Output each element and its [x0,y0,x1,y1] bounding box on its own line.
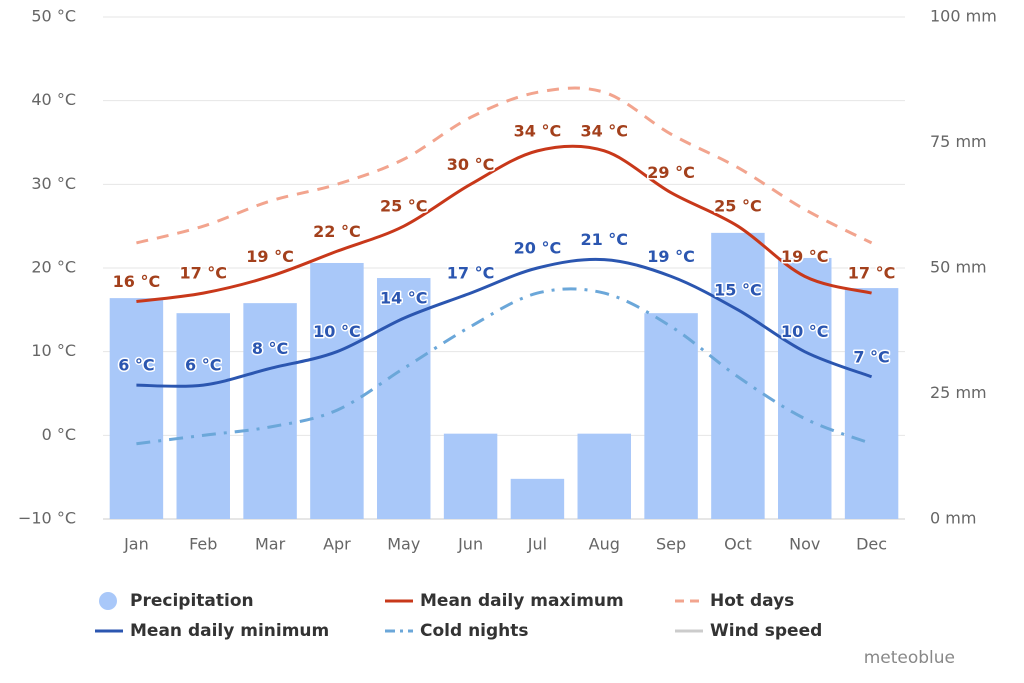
y-tick-label: −10 °C [18,509,76,528]
data-label: 15 °C [714,280,762,299]
line [136,257,873,388]
bar [844,288,899,519]
bar [377,278,431,519]
labels: 16 °C 17 °C 19 °C 22 °C 25 °C 30 °C 34 °C 34 °C… [111,120,897,376]
bar [510,478,565,519]
bar [644,313,698,519]
data-label: 22 °C [313,222,361,241]
grid [103,16,905,520]
lines [136,86,873,446]
data-label: 19 °C [781,247,829,266]
y-tick-label: 30 °C [31,174,76,193]
y2-tick-label: 25 mm [930,383,987,402]
x-tick-label: Oct [724,535,752,554]
x-tick-label: Dec [856,535,887,554]
data-label: 17 °C [848,264,896,283]
data-label: 10 °C [781,322,829,341]
data-label: 29 °C [647,163,695,182]
y2-tick-label: 50 mm [930,258,987,277]
data-label: 17 °C [179,264,227,283]
bar [109,298,164,519]
data-label: 10 °C [313,322,361,341]
data-label: 6 °C [118,356,154,375]
legend-symbol [99,592,117,610]
data-label: 8 °C [252,339,288,358]
y-tick-label: 40 °C [31,90,76,109]
x-tick-label: Jun [457,535,483,554]
bar [577,433,631,519]
data-label: 6 °C [185,356,221,375]
y2-tick-label: 100 mm [930,7,997,26]
x-tick-label: Mar [255,535,286,554]
data-label: 30 °C [447,155,495,174]
y-tick-label: 10 °C [31,341,76,360]
legend-label: Mean daily maximum [420,591,624,611]
credit: meteoblue [864,648,955,668]
data-label: 16 °C [113,272,161,291]
x-tick-label: May [387,535,420,554]
data-label: 21 °C [580,230,628,249]
line [136,144,872,303]
x-tick-label: Jul [527,535,547,554]
x-tick-label: Sep [656,535,686,554]
bars [109,232,899,520]
data-label: 34 °C [580,121,628,140]
x-tick-label: Nov [789,535,820,554]
bar [778,257,832,519]
y2-tick-label: 75 mm [930,132,987,151]
line [136,287,873,446]
legend-label: Precipitation [130,591,254,611]
data-label: 25 °C [714,197,762,216]
x-tick-label: Aug [589,535,620,554]
data-label: 20 °C [514,239,562,258]
bar [443,433,498,519]
bar [176,313,230,519]
data-label: 19 °C [246,247,294,266]
x-tick-label: Apr [323,535,351,554]
x-tick-label: Jan [123,535,149,554]
bar [310,262,364,519]
legend-label: Wind speed [710,621,822,641]
data-label: 19 °C [647,247,695,266]
data-label: 34 °C [514,121,562,140]
data-label: 17 °C [447,264,495,283]
line [136,86,873,245]
bar [243,303,297,519]
y2-tick-label: 0 mm [930,509,976,528]
y-tick-label: 20 °C [31,258,76,277]
legend-label: Hot days [710,591,794,611]
data-label: 14 °C [380,289,428,308]
legend-label: Cold nights [420,621,529,641]
x-tick-label: Feb [189,535,217,554]
data-label: 7 °C [853,347,889,366]
y-tick-label: 50 °C [31,7,76,26]
data-label: 25 °C [380,197,428,216]
y-tick-label: 0 °C [42,425,76,444]
legend-label: Mean daily minimum [130,621,329,641]
